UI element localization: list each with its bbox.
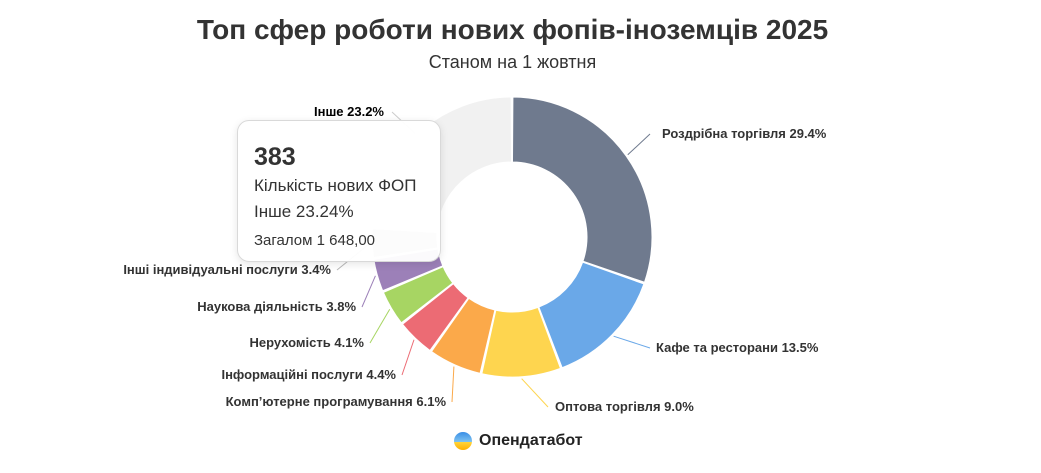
slice-label-2: Кафе та ресторани 13.5% [656,340,819,355]
slice-5[interactable] [401,283,469,352]
slice-connector-7 [361,275,376,308]
slice-label-4: Комп’ютерне програмування 6.1% [226,394,447,409]
slice-label-3: Оптова торгівля 9.0% [555,399,694,414]
slice-1[interactable] [511,96,653,283]
slice-label-1: Роздрібна торгівля 29.4% [662,126,827,141]
slice-4[interactable] [430,297,496,374]
tooltip-value: 383 [254,143,296,171]
slice-label-6: Нерухомість 4.1% [249,335,364,350]
slice-label-8: Інші індивідуальні послуги 3.4% [123,262,331,277]
slice-label-7: Наукова діяльність 3.8% [197,299,356,314]
slice-connector-6 [369,308,391,344]
slice-connector-3 [521,378,549,408]
slice-connector-1 [627,133,651,156]
slice-6[interactable] [382,266,454,324]
slice-connector-5 [401,339,415,376]
slice-2[interactable] [538,261,645,369]
tooltip-metric: Кількість нових ФОП [254,176,417,195]
slice-connector-4 [451,366,455,403]
slice-3[interactable] [481,306,562,378]
slice-connector-2 [613,335,651,349]
chart-subtitle: Станом на 1 жовтня [428,52,597,72]
brand-name: Опендатабот [479,432,583,449]
chart-title: Топ сфер роботи нових фопів-іноземців 20… [196,14,829,45]
slice-label-9: Інше 23.2% [314,104,384,119]
opendatabot-logo-icon [454,432,472,450]
chart-tooltip: 383 Кількість нових ФОП Інше 23.24% Зага… [237,120,441,262]
tooltip-total: Загалом 1 648,00 [254,232,376,249]
brand: Опендатабот [453,431,583,451]
tooltip-category: Інше 23.24% [254,202,354,221]
slice-label-5: Інформаційні послуги 4.4% [221,367,396,382]
